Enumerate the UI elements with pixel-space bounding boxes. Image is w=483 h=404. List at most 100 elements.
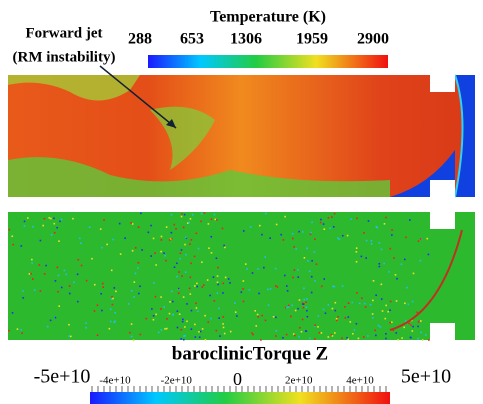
noise <box>389 309 391 312</box>
noise <box>188 287 191 290</box>
noise <box>130 289 133 292</box>
noise <box>179 257 181 260</box>
noise <box>405 320 407 322</box>
noise <box>293 246 295 248</box>
colorbar-title: Temperature (K) <box>210 9 326 26</box>
noise <box>80 242 82 245</box>
noise <box>130 323 133 325</box>
noise <box>214 218 217 221</box>
noise <box>417 325 419 328</box>
noise <box>412 272 415 275</box>
noise <box>213 213 216 216</box>
noise <box>133 281 136 283</box>
colorbar-tick-label: 2e+10 <box>285 375 313 387</box>
noise <box>287 304 290 307</box>
noise <box>176 310 179 312</box>
noise <box>411 300 414 303</box>
noise <box>403 258 406 261</box>
noise <box>57 274 60 277</box>
noise <box>207 321 210 323</box>
noise <box>330 334 333 336</box>
noise <box>306 309 308 312</box>
noise <box>306 315 309 318</box>
noise <box>417 321 420 323</box>
noise <box>264 319 267 322</box>
noise <box>176 326 179 329</box>
noise <box>421 339 424 341</box>
annotation: Forward jet <box>25 25 102 41</box>
noise <box>109 308 112 311</box>
colorbar-tick-label: -2e+10 <box>161 375 193 387</box>
noise <box>137 226 140 228</box>
noise <box>305 330 308 333</box>
noise <box>323 278 326 280</box>
noise <box>263 266 265 269</box>
noise <box>163 306 166 308</box>
noise <box>347 338 349 341</box>
noise <box>224 246 226 249</box>
noise <box>209 294 211 297</box>
noise <box>12 243 15 246</box>
noise <box>420 331 422 334</box>
noise <box>331 335 334 337</box>
noise <box>276 286 279 288</box>
noise <box>31 258 33 261</box>
noise <box>298 335 300 338</box>
noise <box>405 236 407 239</box>
noise <box>190 239 193 241</box>
noise <box>184 326 186 328</box>
noise <box>391 234 393 236</box>
noise <box>385 216 387 219</box>
noise <box>357 337 360 340</box>
noise <box>334 332 336 334</box>
noise <box>395 332 398 334</box>
noise <box>153 282 155 284</box>
noise <box>60 286 63 289</box>
noise <box>184 271 187 273</box>
noise <box>200 220 202 223</box>
noise <box>295 248 297 250</box>
noise <box>353 329 356 331</box>
noise <box>200 212 203 215</box>
noise <box>376 226 379 229</box>
noise <box>63 269 66 272</box>
noise <box>155 264 157 266</box>
noise <box>303 287 305 290</box>
noise <box>391 321 393 323</box>
noise <box>372 316 374 319</box>
noise <box>280 233 282 236</box>
noise <box>22 297 25 299</box>
noise <box>171 300 174 303</box>
noise <box>318 331 321 334</box>
noise <box>39 239 42 242</box>
noise <box>85 326 87 329</box>
noise <box>201 328 204 330</box>
noise <box>20 329 23 331</box>
noise <box>314 280 316 282</box>
colorbar-tick-label: -4e+10 <box>99 375 131 387</box>
noise <box>363 336 365 338</box>
noise <box>252 333 254 336</box>
noise <box>229 330 232 333</box>
noise <box>303 303 305 305</box>
noise <box>77 258 80 261</box>
noise <box>21 332 23 334</box>
noise <box>23 220 26 223</box>
noise <box>57 290 59 293</box>
noise <box>314 325 316 327</box>
noise <box>217 266 219 269</box>
noise <box>261 314 264 317</box>
noise <box>427 253 430 256</box>
noise <box>350 218 352 221</box>
noise <box>246 268 248 270</box>
noise <box>28 273 31 275</box>
noise <box>91 257 93 260</box>
noise <box>314 324 316 326</box>
noise <box>306 298 308 300</box>
noise <box>292 276 294 279</box>
noise <box>385 337 387 340</box>
noise <box>175 228 177 230</box>
noise <box>234 302 236 304</box>
noise <box>210 317 212 320</box>
